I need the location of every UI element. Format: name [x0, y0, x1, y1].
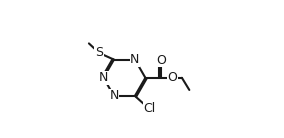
Text: N: N — [130, 53, 140, 66]
Text: O: O — [156, 54, 166, 67]
Text: S: S — [95, 46, 103, 59]
Text: N: N — [99, 71, 108, 84]
Text: O: O — [168, 71, 178, 84]
Text: N: N — [109, 89, 119, 102]
Text: Cl: Cl — [144, 102, 156, 115]
